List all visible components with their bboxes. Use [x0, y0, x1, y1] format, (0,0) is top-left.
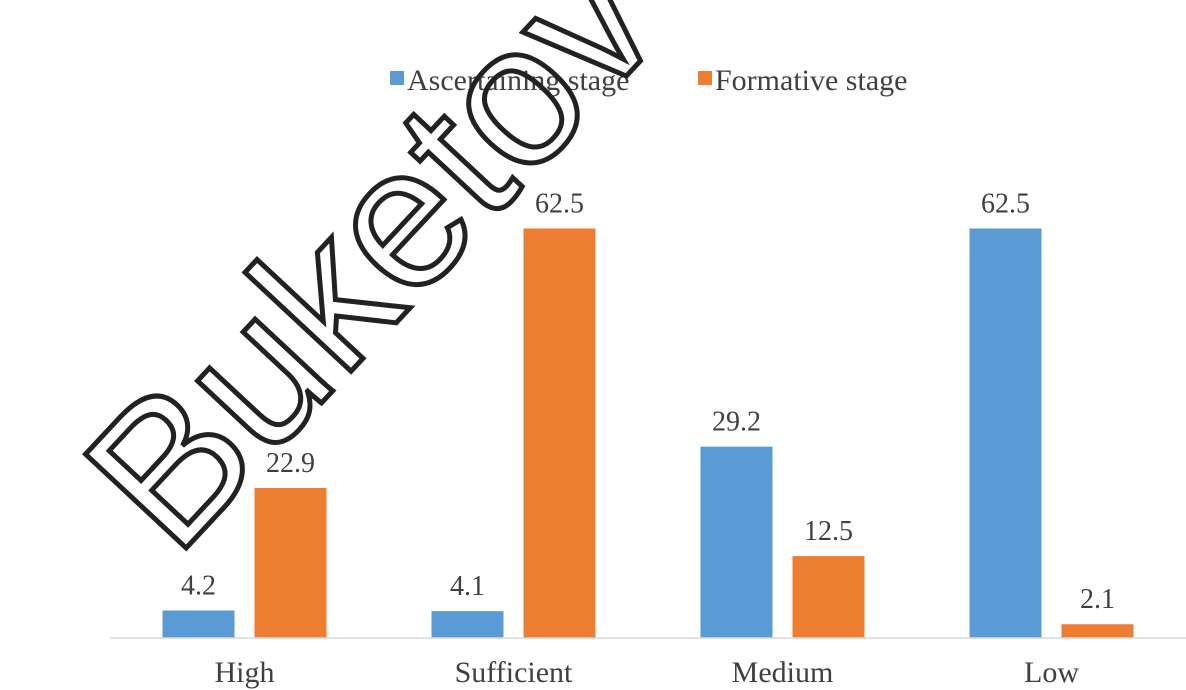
x-tick-label-medium: Medium: [732, 656, 834, 689]
bar-high-formative: [254, 487, 327, 638]
bar-high-ascertaining: [162, 610, 235, 638]
legend: Ascertaining stage Formative stage: [390, 64, 907, 97]
x-tick-label-low: Low: [1024, 656, 1079, 689]
bars-group: [162, 228, 1134, 638]
data-label-high-formative: 22.9: [266, 448, 315, 479]
legend-label-ascertaining: Ascertaining stage: [407, 64, 629, 97]
data-label-medium-ascertaining: 29.2: [712, 407, 761, 438]
data-label-low-ascertaining: 62.5: [981, 188, 1030, 219]
bar-low-ascertaining: [969, 228, 1042, 638]
data-labels-group: 4.2 22.9 4.1 62.5 29.2 12.5 62.5 2.1: [181, 188, 1115, 615]
x-tick-labels: High Sufficient Medium Low: [215, 656, 1080, 689]
data-label-high-ascertaining: 4.2: [181, 570, 216, 601]
x-tick-label-sufficient: Sufficient: [455, 656, 573, 689]
legend-swatch-formative: [698, 71, 712, 85]
watermark-text: Buketov: [43, 0, 699, 589]
legend-label-formative: Formative stage: [715, 64, 907, 97]
bar-sufficient-formative: [523, 228, 596, 638]
data-label-medium-formative: 12.5: [804, 516, 853, 547]
legend-swatch-ascertaining: [390, 71, 404, 85]
bar-medium-formative: [792, 556, 865, 638]
bar-sufficient-ascertaining: [431, 611, 504, 638]
bar-low-formative: [1061, 624, 1134, 638]
x-tick-label-high: High: [215, 656, 275, 689]
data-label-sufficient-ascertaining: 4.1: [450, 571, 485, 602]
bar-medium-ascertaining: [700, 446, 773, 638]
data-label-sufficient-formative: 62.5: [535, 188, 584, 219]
data-label-low-formative: 2.1: [1080, 584, 1115, 615]
